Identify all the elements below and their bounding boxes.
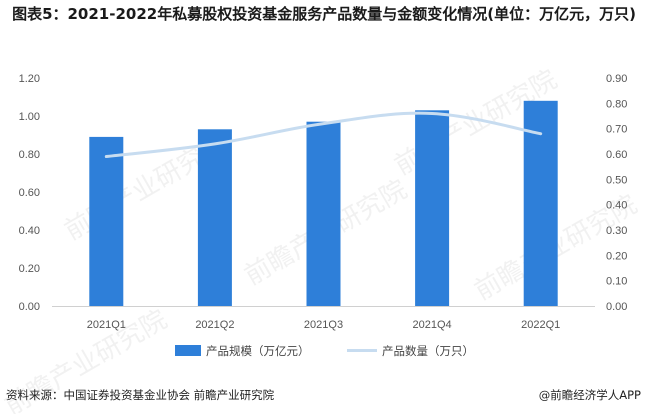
y-right-tick-label: 0.10 bbox=[606, 276, 627, 288]
y-left-tick-label: 1.00 bbox=[19, 111, 40, 123]
y-left-tick-label: 0.80 bbox=[19, 149, 40, 161]
chart-title: 图表5：2021-2022年私募股权投资基金服务产品数量与金额变化情况(单位：万… bbox=[12, 5, 636, 23]
x-tick-label: 2021Q2 bbox=[195, 319, 234, 331]
bar bbox=[89, 136, 124, 306]
legend-bar-swatch bbox=[175, 345, 201, 356]
y-right-tick-label: 0.70 bbox=[606, 124, 627, 136]
y-right-tick-label: 0.20 bbox=[606, 250, 627, 262]
source-note: 资料来源：中国证券投资基金业协会 前瞻产业研究院 bbox=[6, 388, 275, 402]
bar bbox=[306, 121, 341, 306]
line-series bbox=[104, 111, 543, 159]
y-right-tick-label: 0.00 bbox=[606, 301, 627, 313]
y-left-tick-label: 0.40 bbox=[19, 225, 40, 237]
y-right-tick-label: 0.80 bbox=[606, 98, 627, 110]
chart-legend: 产品规模（万亿元） 产品数量（万只） bbox=[175, 344, 474, 358]
y-right-tick-label: 0.30 bbox=[606, 225, 627, 237]
brand-credit: @前瞻经济学人APP bbox=[538, 388, 641, 402]
y-right-tick-label: 0.90 bbox=[606, 73, 627, 85]
y-left-tick-label: 0.60 bbox=[19, 187, 40, 199]
bar-series bbox=[89, 100, 558, 306]
legend-line-label: 产品数量（万只） bbox=[382, 344, 474, 358]
y-left-tick-label: 0.00 bbox=[19, 301, 40, 313]
y-left-tick-label: 1.20 bbox=[19, 73, 40, 85]
legend-bar-label: 产品规模（万亿元） bbox=[206, 344, 310, 358]
x-tick-label: 2021Q4 bbox=[413, 319, 452, 331]
x-tick-label: 2022Q1 bbox=[521, 319, 560, 331]
x-tick-label: 2021Q1 bbox=[87, 319, 126, 331]
y-right-tick-label: 0.40 bbox=[606, 200, 627, 212]
chart-axes: 0.00 0.20 0.40 0.60 0.80 1.00 1.20 0.00 0.10 0.20… bbox=[19, 73, 628, 331]
y-right-tick-label: 0.50 bbox=[606, 174, 627, 186]
x-tick-label: 2021Q3 bbox=[304, 319, 343, 331]
y-right-tick-label: 0.60 bbox=[606, 149, 627, 161]
bar bbox=[415, 110, 450, 306]
y-left-tick-label: 0.20 bbox=[19, 263, 40, 275]
bar bbox=[197, 129, 232, 306]
